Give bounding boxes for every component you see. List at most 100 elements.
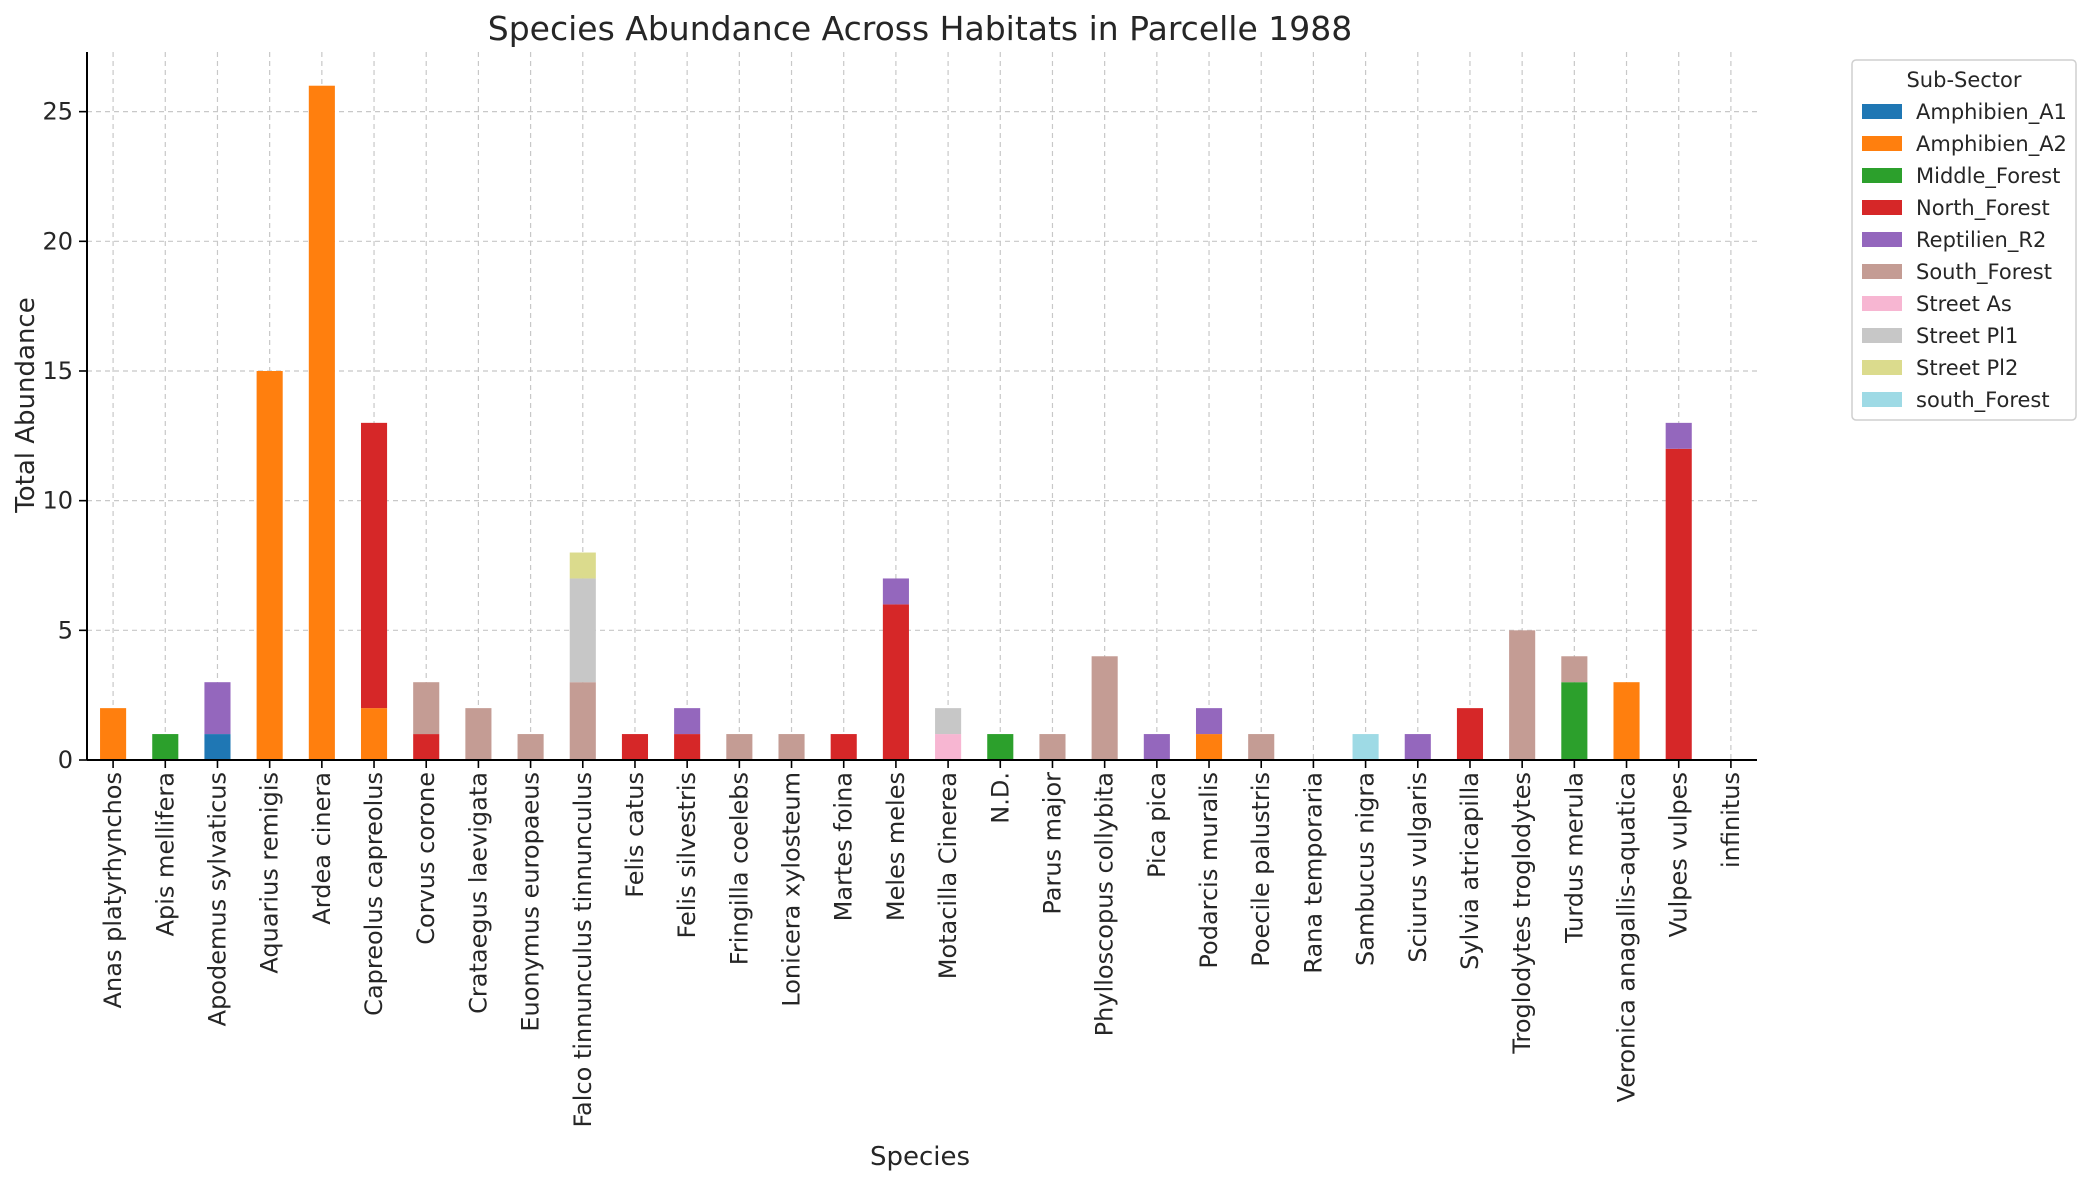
x-tick-label: Falco tinnunculus tinnunculus	[569, 772, 597, 1128]
x-tick-label: Veronica anagallis-aquatica	[1613, 772, 1641, 1102]
x-tick-label: Apodemus sylvaticus	[203, 772, 231, 1026]
x-tick-label: Felis catus	[621, 772, 649, 898]
bar-segment	[1665, 448, 1692, 760]
legend-label: Street As	[1916, 292, 2012, 316]
bar-segment	[1091, 656, 1118, 760]
bar-segment	[1143, 734, 1170, 760]
y-tick-label: 25	[42, 98, 73, 126]
legend-title: Sub-Sector	[1906, 68, 2021, 92]
x-tick-label: Parus major	[1038, 772, 1066, 915]
bar-segment	[1509, 630, 1536, 760]
legend-swatch	[1862, 200, 1902, 215]
x-tick-label: Fringilla coelebs	[725, 772, 753, 965]
x-tick-label: N.D.	[986, 772, 1014, 824]
legend-frame	[1851, 59, 2077, 421]
legend: Sub-Sector Amphibien_A1 Amphibien_A2 Middl…	[1851, 59, 2077, 421]
legend-swatch	[1862, 136, 1902, 151]
x-tick-label: Pica pica	[1143, 772, 1171, 878]
x-tick-label: Anas platyrhynchos	[99, 772, 127, 1008]
bar-segment	[360, 708, 388, 760]
legend-swatch	[1862, 360, 1902, 375]
legend-label: Reptilien_R2	[1916, 228, 2046, 253]
bar-segment	[621, 734, 649, 760]
bar-segment	[1195, 708, 1223, 735]
legend-swatch	[1862, 296, 1902, 311]
legend-swatch	[1862, 328, 1902, 343]
x-tick-label: Meles meles	[882, 772, 910, 921]
bar-segment	[987, 734, 1014, 760]
x-tick-label: infinitus	[1717, 772, 1745, 868]
bar-segment	[413, 682, 440, 735]
x-tick-label: Sambucus nigra	[1352, 772, 1380, 966]
legend-label: South_Forest	[1916, 260, 2052, 285]
bar-segment	[674, 734, 701, 760]
x-tick-label: Motacilla Cinerea	[934, 772, 962, 979]
legend-label: Middle_Forest	[1916, 164, 2060, 189]
bar-segment	[569, 552, 596, 579]
x-axis-label: Species	[870, 1142, 970, 1172]
legend-swatch	[1862, 104, 1902, 119]
x-tick-label: Martes foina	[830, 772, 858, 921]
x-tick-label: Rana temporaria	[1299, 772, 1327, 974]
x-tick-label: Turdus merula	[1560, 772, 1588, 944]
bar-segment	[413, 734, 440, 760]
x-ticks: Anas platyrhynchos Apis mellifera Apodemus…	[99, 760, 1745, 1128]
legend-label: Street Pl1	[1916, 324, 2018, 348]
bar-segment	[1248, 734, 1275, 760]
bar-segment	[1456, 708, 1484, 760]
x-tick-label: Ardea cinera	[308, 772, 336, 925]
x-tick-label: Crataegus laevigata	[464, 772, 492, 1014]
bar-segment	[1404, 734, 1431, 760]
y-tick-label: 15	[42, 357, 73, 385]
x-tick-label: Felis silvestris	[673, 772, 701, 939]
legend-label: Street Pl2	[1916, 356, 2018, 380]
bar-segment	[204, 682, 231, 735]
bar-segment	[1561, 682, 1588, 760]
y-axis-label: Total Abundance	[11, 297, 41, 513]
legend-swatch	[1862, 264, 1902, 279]
x-tick-label: Podarcis muralis	[1195, 772, 1223, 969]
bar-segment	[100, 708, 127, 760]
legend-label: south_Forest	[1916, 388, 2050, 413]
x-tick-label: Sylvia atricapilla	[1456, 772, 1484, 970]
y-tick-label: 0	[58, 746, 73, 774]
bar-segment	[1352, 734, 1379, 760]
bar-segment	[1039, 734, 1066, 760]
bar-segment	[517, 734, 544, 760]
x-tick-label: Aquarius remigis	[256, 772, 284, 974]
bar-segment	[1613, 682, 1640, 760]
x-tick-label: Phylloscopus collybita	[1091, 772, 1119, 1036]
x-tick-label: Troglodytes troglodytes	[1508, 772, 1536, 1055]
bar-segment	[152, 734, 179, 760]
bar-segment	[204, 734, 231, 760]
legend-items: Amphibien_A1 Amphibien_A2 Middle_Forest Nor…	[1862, 100, 2067, 413]
x-tick-label: Lonicera xylosteum	[778, 772, 806, 1007]
bar-segment	[726, 734, 753, 760]
bar-segment	[360, 422, 388, 709]
bar-segment	[778, 734, 805, 760]
axes	[86, 52, 1757, 761]
legend-label: Amphibien_A2	[1916, 132, 2067, 157]
bar-segment	[308, 85, 335, 760]
legend-label: North_Forest	[1916, 196, 2050, 221]
bar-segment	[256, 370, 283, 760]
bar-segment	[935, 708, 962, 735]
bar-segment	[1665, 422, 1692, 449]
bar-segment	[882, 604, 909, 760]
legend-label: Amphibien_A1	[1916, 100, 2067, 125]
bar-segment	[1195, 734, 1223, 760]
x-tick-label: Capreolus capreolus	[360, 772, 388, 1016]
y-tick-label: 10	[42, 487, 73, 515]
y-tick-label: 20	[42, 227, 73, 255]
bar-segment	[674, 708, 701, 735]
bar-segment	[1561, 656, 1588, 683]
x-tick-label: Vulpes vulpes	[1665, 772, 1693, 937]
grid-lines	[87, 52, 1757, 761]
x-tick-label: Apis mellifera	[151, 772, 179, 936]
x-tick-label: Sciurus vulgaris	[1404, 772, 1432, 963]
legend-swatch	[1862, 168, 1902, 183]
y-tick-label: 5	[58, 616, 73, 644]
bar-segment	[569, 682, 596, 760]
x-tick-label: Corvus corone	[412, 772, 440, 945]
